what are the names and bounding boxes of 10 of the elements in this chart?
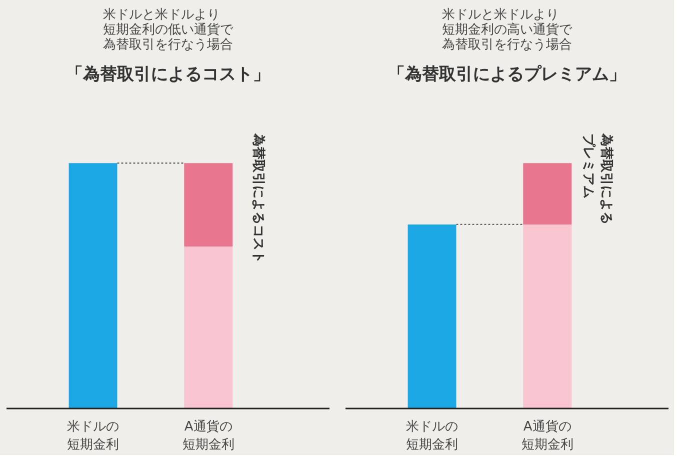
chart-subtitle: 米ドルと米ドルより短期金利の低い通貨で為替取引を行なう場合 bbox=[103, 8, 234, 52]
chart-title: 「為替取引によるプレミアム」 bbox=[388, 64, 626, 84]
x-tick-label: 米ドルの短期金利 bbox=[67, 420, 120, 452]
annotation: 為替取引によるコスト bbox=[250, 132, 266, 264]
chart-subtitle: 米ドルと米ドルより短期金利の高い通貨で為替取引を行なう場合 bbox=[442, 8, 573, 52]
x-tick-label: A通貨の短期金利 bbox=[182, 420, 234, 452]
annotation: 為替取引によるプレミアム bbox=[580, 132, 614, 225]
chart-title: 「為替取引によるコスト」 bbox=[66, 64, 270, 84]
x-tick-label: 米ドルの短期金利 bbox=[406, 420, 458, 452]
x-tick-label: A通貨の短期金利 bbox=[521, 420, 574, 452]
